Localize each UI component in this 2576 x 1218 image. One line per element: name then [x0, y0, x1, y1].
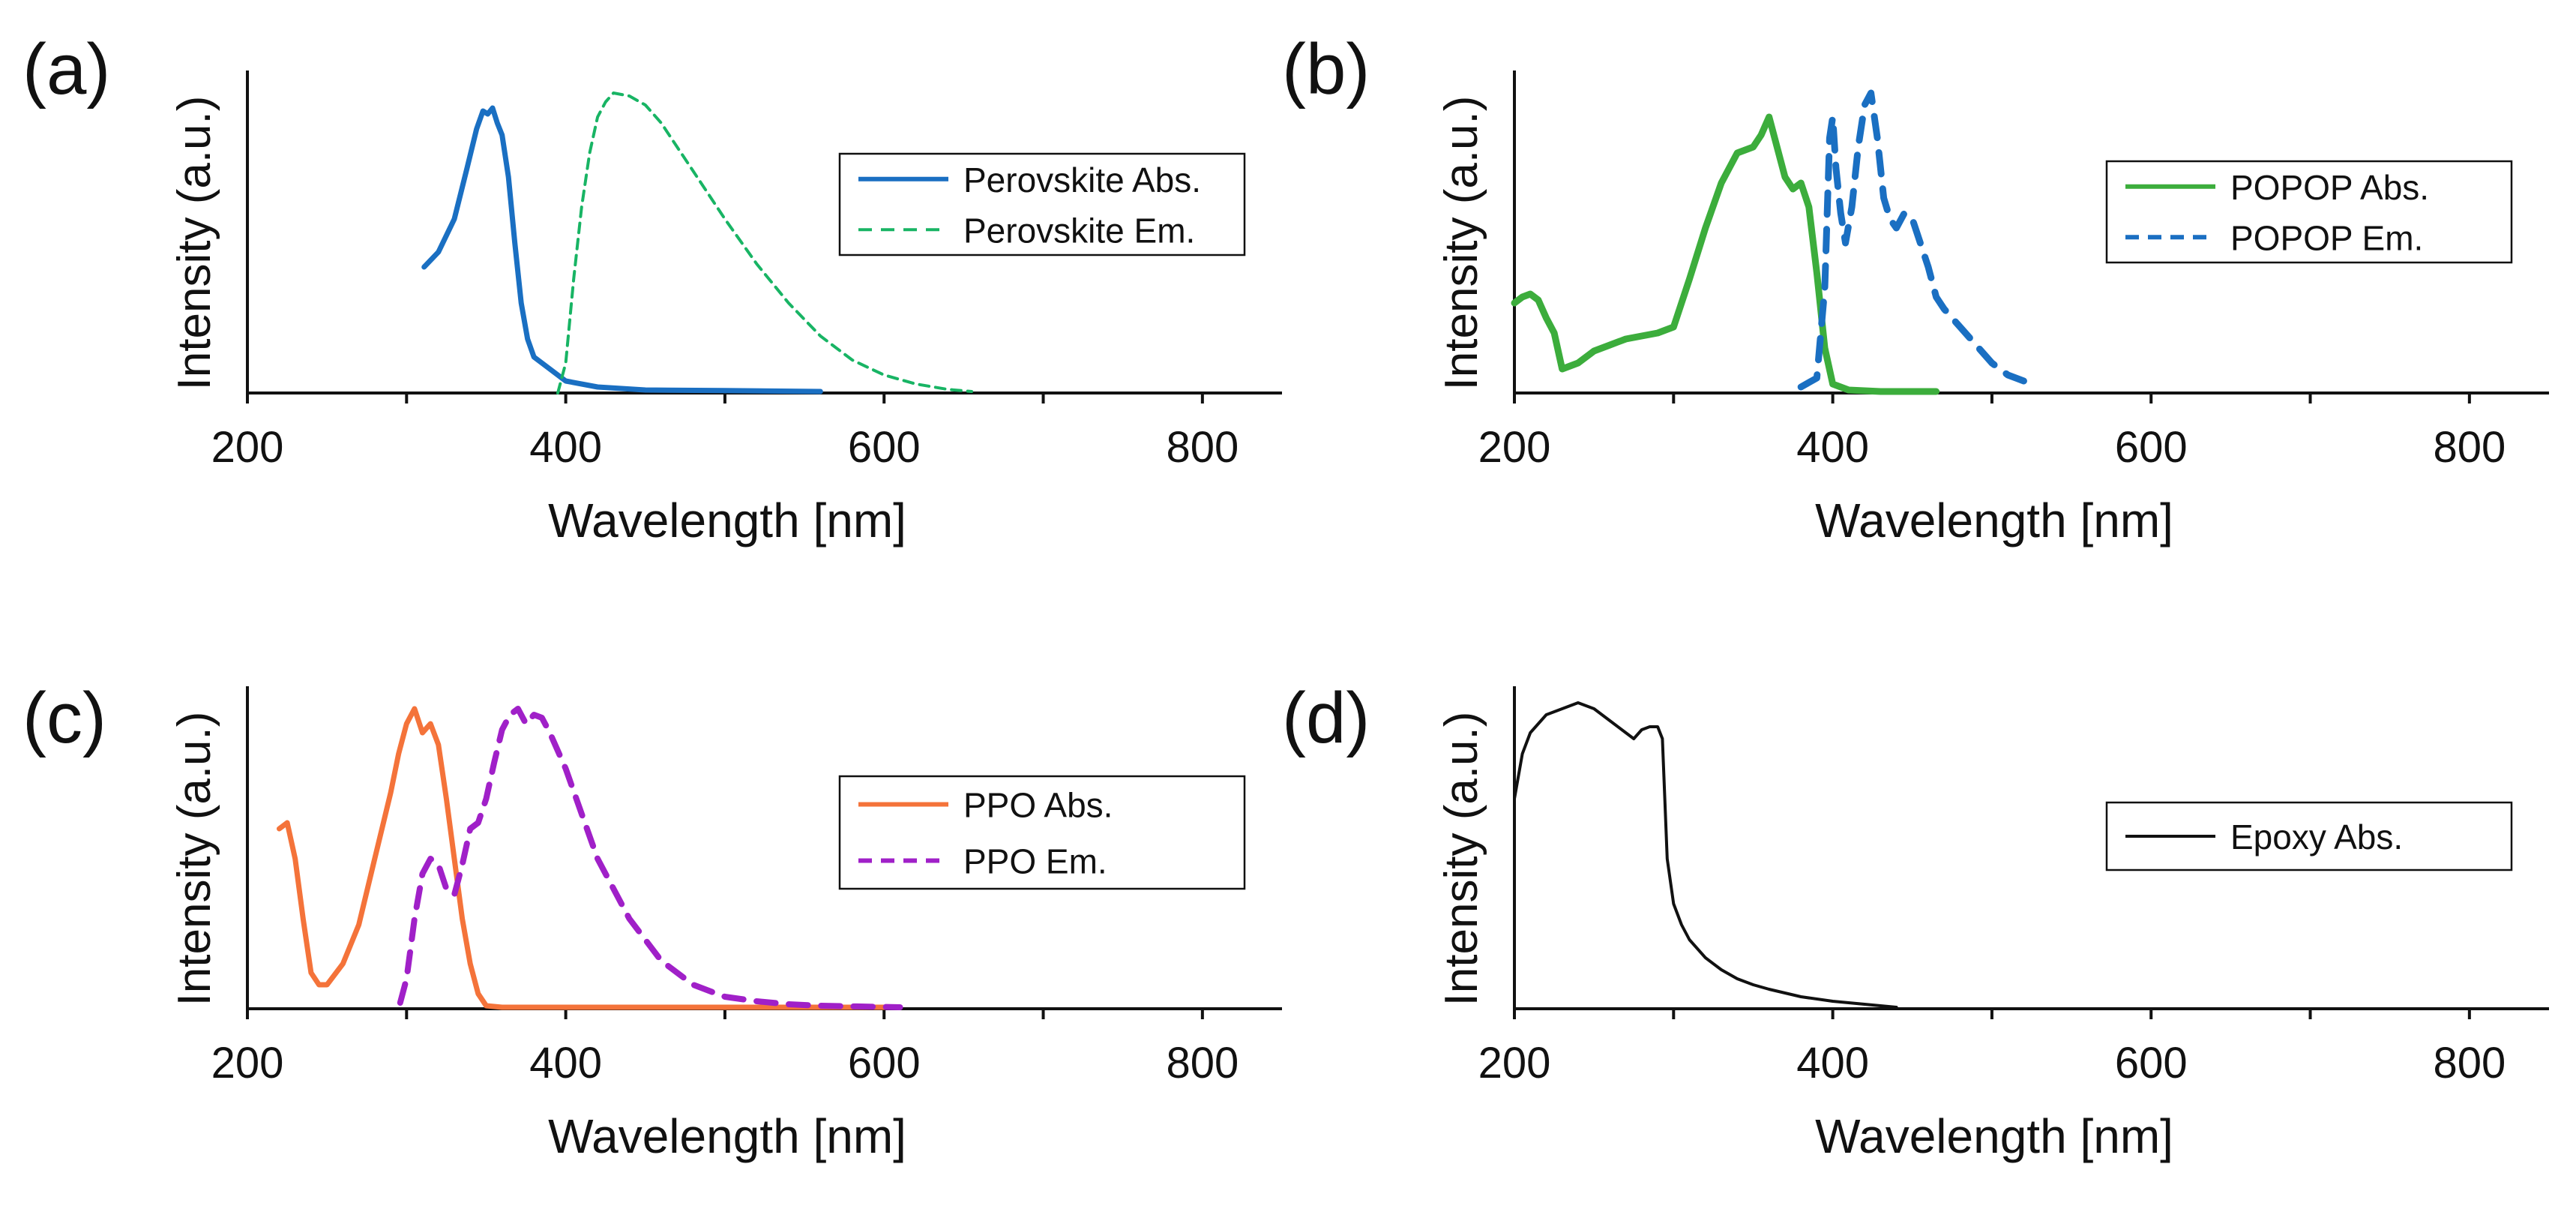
series-line-ppo-abs: [277, 706, 903, 1010]
x-axis-label: Wavelength [nm]: [548, 494, 906, 548]
x-tick-label: 200: [1478, 1039, 1551, 1088]
legend-label: Perovskite Abs.: [963, 160, 1201, 200]
x-tick-label: 800: [1166, 423, 1239, 472]
series-line-popop-em: [1797, 89, 2027, 391]
legend-box: [2105, 160, 2513, 264]
panel-1: (a) 200 400 600 800 Wavelength [nm] Intensity …: [22, 29, 1282, 548]
legend: Epoxy Abs.: [2105, 801, 2513, 872]
x-tick-label: 200: [1478, 423, 1551, 472]
x-axis-label: Wavelength [nm]: [1815, 494, 2173, 548]
panel-4: (d) 200 400 600 800 Wavelength [nm] Intensity …: [1282, 678, 2549, 1163]
series-line-ppo-em: [397, 706, 903, 1010]
series-line-perovskite-abs: [421, 105, 823, 394]
x-axis-label: Wavelength [nm]: [548, 1109, 906, 1163]
x-tick-label: 400: [529, 423, 602, 472]
y-axis-label: Intensity (a.u.): [1436, 96, 1487, 391]
series-line-perovskite-em: [556, 92, 973, 394]
x-tick-label: 200: [211, 423, 284, 472]
x-tick-label: 600: [848, 1039, 921, 1088]
x-tick-label: 200: [211, 1039, 284, 1088]
panel-2: (b) 200 400 600 800 Wavelength [nm] Intensity …: [1282, 29, 2549, 548]
x-tick-label: 600: [2115, 423, 2188, 472]
y-axis-label: Intensity (a.u.): [1436, 712, 1487, 1006]
legend-box: [838, 775, 1246, 890]
legend-label: POPOP Abs.: [2230, 168, 2429, 207]
x-tick-label: 600: [2115, 1039, 2188, 1088]
x-tick-label: 400: [1796, 423, 1869, 472]
panel-3: (c) 200 400 600 800 Wavelength [nm] Intensity …: [22, 678, 1282, 1163]
series-line-popop-abs: [1511, 113, 1940, 395]
legend: PPO Abs. PPO Em.: [838, 775, 1246, 890]
panel-label: (c): [22, 678, 106, 758]
x-tick-label: 600: [848, 423, 921, 472]
legend-label: POPOP Em.: [2230, 218, 2423, 257]
legend-label: Perovskite Em.: [963, 211, 1195, 250]
x-tick-label: 800: [2433, 423, 2506, 472]
panel-label: (a): [22, 29, 110, 110]
y-axis-label: Intensity (a.u.): [169, 96, 220, 391]
legend: Perovskite Abs. Perovskite Em.: [838, 152, 1246, 256]
y-axis-label: Intensity (a.u.): [169, 712, 220, 1006]
x-tick-label: 400: [529, 1039, 602, 1088]
x-tick-label: 400: [1796, 1039, 1869, 1088]
x-axis-label: Wavelength [nm]: [1815, 1109, 2173, 1163]
legend-label: Epoxy Abs.: [2230, 818, 2403, 856]
legend-label: PPO Abs.: [963, 786, 1113, 825]
x-tick-label: 800: [2433, 1039, 2506, 1088]
legend: POPOP Abs. POPOP Em.: [2105, 160, 2513, 264]
panel-label: (b): [1282, 29, 1370, 110]
legend-label: PPO Em.: [963, 842, 1107, 881]
legend-box: [838, 152, 1246, 256]
series-line-epoxy-abs: [1513, 701, 1898, 1009]
x-tick-label: 800: [1166, 1039, 1239, 1088]
panel-label: (d): [1282, 678, 1370, 758]
